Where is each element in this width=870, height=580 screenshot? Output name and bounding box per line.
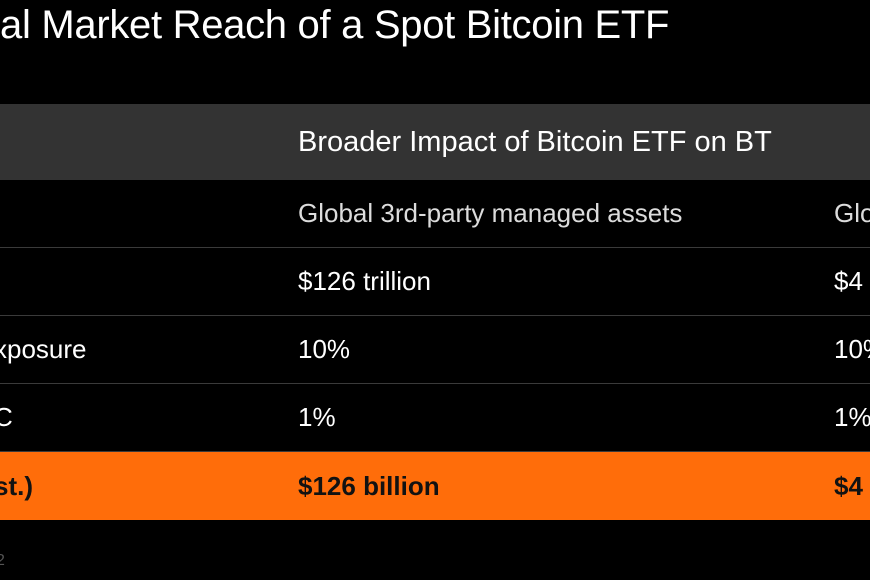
row-col1-value: $126 trillion	[298, 266, 431, 296]
subheader-col1: Global 3rd-party managed assets	[298, 198, 683, 228]
row-col1-value: 10%	[298, 334, 351, 364]
row-label: C	[0, 384, 13, 451]
table-subheader-row: Global 3rd-party managed assets Glo	[0, 180, 870, 248]
highlight-col2-value: $4	[834, 470, 863, 501]
footnote: 2	[0, 552, 5, 569]
table-header-row: Broader Impact of Bitcoin ETF on BT	[0, 104, 870, 180]
header-group-title: Broader Impact of Bitcoin ETF on BT	[298, 125, 772, 158]
table-row: $126 trillion $4	[0, 248, 870, 316]
row-col1-value: 1%	[298, 402, 336, 432]
table-highlight-row: st.) $126 billion $4	[0, 452, 870, 520]
subheader-col2: Glo	[834, 198, 870, 228]
table-row: C 1% 1%	[0, 384, 870, 452]
row-col2-value: 1%	[834, 402, 870, 432]
row-label: xposure	[0, 334, 87, 364]
page-title: al Market Reach of a Spot Bitcoin ETF	[0, 3, 670, 47]
highlight-col1-value: $126 billion	[298, 470, 440, 501]
comparison-table: Broader Impact of Bitcoin ETF on BT Glob…	[0, 104, 870, 520]
table-row: xposure 10% 10%	[0, 316, 870, 384]
row-col2-value: 10%	[834, 334, 870, 364]
highlight-label: st.)	[0, 470, 33, 501]
row-col2-value: $4	[834, 266, 863, 296]
